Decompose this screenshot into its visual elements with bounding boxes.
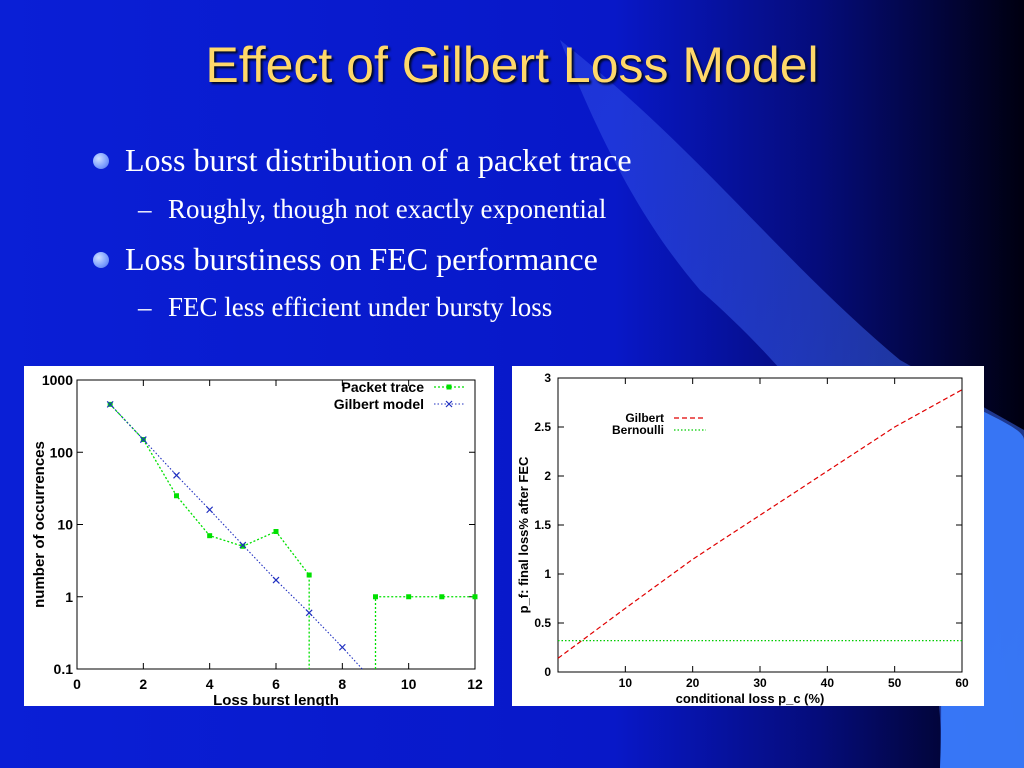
x-axis-label: conditional loss p_c (%) — [676, 691, 825, 706]
x-tick-label: 2 — [139, 676, 147, 692]
x-tick-label: 10 — [401, 676, 417, 692]
y-tick-label: 1 — [65, 589, 73, 605]
sub-bullet-1-text: Roughly, though not exactly exponential — [168, 194, 607, 224]
x-tick-label: 6 — [272, 676, 280, 692]
y-tick-label: 2.5 — [534, 420, 551, 434]
x-tick-label: 60 — [955, 676, 969, 690]
x-tick-label: 0 — [73, 676, 81, 692]
packet-trace-point — [373, 594, 378, 600]
y-axis-label: p_f: final loss% after FEC — [516, 456, 531, 613]
bullet-dot-icon — [93, 251, 109, 268]
y-tick-label: 2 — [544, 469, 551, 483]
fec-performance-chart-panel: 10 20 30 40 50 60 0 0.5 1 1.5 2 2.5 3 conditional los… — [512, 366, 984, 706]
bullet-1-text: Loss burst distribution of a packet trac… — [125, 142, 632, 178]
gilbert-model-point — [106, 400, 114, 408]
packet-trace-point — [406, 594, 412, 600]
gilbert-line — [557, 389, 963, 659]
y-tick-label: 1 — [544, 567, 551, 581]
legend-label: Packet trace — [341, 379, 424, 395]
plot-frame — [76, 379, 476, 670]
bullet-1: Loss burst distribution of a packet trac… — [93, 142, 632, 179]
gilbert-model-point — [338, 643, 346, 651]
legend-label: Bernoulli — [612, 423, 664, 437]
sub-bullet-2: – FEC less efficient under bursty loss — [138, 292, 553, 323]
x-axis-label: Loss burst length — [213, 692, 339, 706]
y-tick-label: 1000 — [42, 372, 73, 388]
gilbert-model-point — [239, 541, 247, 549]
x-tick-label: 12 — [467, 676, 483, 692]
x-tick-label: 20 — [686, 676, 700, 690]
gilbert-model-point — [173, 471, 180, 479]
legend-label: Gilbert — [625, 411, 664, 425]
x-tick-label: 50 — [888, 676, 902, 690]
x-tick-label: 4 — [206, 676, 214, 692]
y-tick-label: 100 — [50, 444, 74, 460]
loss-burst-chart: 0 2 4 6 8 10 12 0.1 1 10 100 1000 Loss burst length n… — [31, 372, 483, 709]
packet-trace-point — [207, 533, 213, 539]
loss-burst-chart-panel: 0 2 4 6 8 10 12 0.1 1 10 100 1000 Loss burst length n… — [24, 366, 494, 709]
gilbert-model-line — [109, 403, 363, 670]
x-tick-label: 30 — [753, 676, 767, 690]
packet-trace-point — [240, 543, 246, 549]
dash-icon: – — [138, 194, 152, 224]
gilbert-model-point — [139, 436, 147, 443]
sub-bullet-1: – Roughly, though not exactly exponential — [138, 194, 607, 225]
dash-icon: – — [138, 292, 152, 322]
legend-marker-trace — [446, 384, 452, 390]
gilbert-model-point — [305, 609, 313, 617]
y-tick-label: 10 — [57, 517, 73, 533]
packet-trace-point — [306, 572, 312, 578]
x-tick-label: 10 — [619, 676, 633, 690]
packet-trace-point — [174, 493, 179, 499]
background-swoosh — [560, 40, 1024, 768]
gilbert-model-point — [206, 506, 214, 514]
gilbert-model-point — [272, 576, 280, 584]
y-tick-label: 0.1 — [54, 661, 74, 677]
bullet-2: Loss burstiness on FEC performance — [93, 241, 598, 278]
legend-marker-model — [445, 400, 453, 408]
sub-bullet-2-text: FEC less efficient under bursty loss — [168, 292, 553, 322]
slide-title: Effect of Gilbert Loss Model — [205, 37, 819, 93]
packet-trace-point — [439, 594, 445, 600]
packet-trace-point — [472, 594, 478, 600]
fec-performance-chart: 10 20 30 40 50 60 0 0.5 1 1.5 2 2.5 3 conditional los… — [516, 371, 969, 706]
y-axis-label: number of occurrences — [31, 441, 48, 608]
x-tick-label: 8 — [338, 676, 346, 692]
y-tick-label: 0.5 — [534, 616, 551, 630]
bullet-2-text: Loss burstiness on FEC performance — [125, 241, 598, 277]
x-tick-label: 40 — [821, 676, 835, 690]
packet-trace-point — [273, 529, 279, 535]
y-tick-label: 3 — [544, 371, 551, 385]
packet-trace-line — [109, 403, 475, 669]
y-tick-label: 0 — [544, 665, 551, 679]
y-tick-label: 1.5 — [534, 518, 551, 532]
legend-label: Gilbert model — [334, 396, 424, 412]
bullet-dot-icon — [93, 152, 109, 169]
